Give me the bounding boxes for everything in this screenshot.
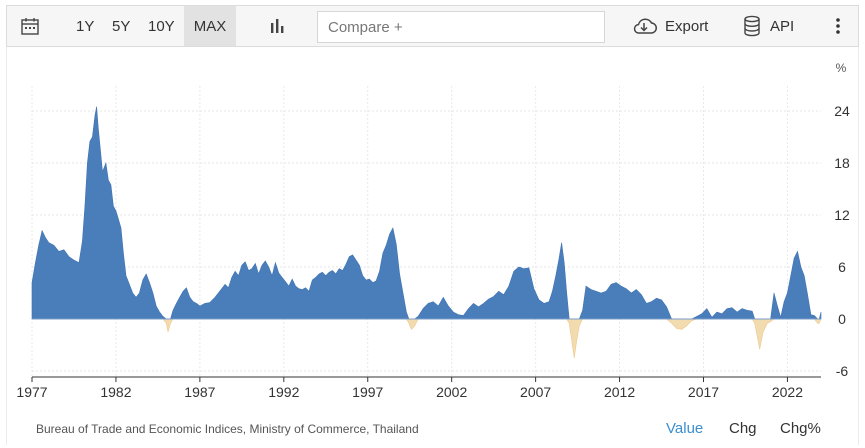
- range-5y-button[interactable]: 5Y: [112, 17, 131, 35]
- x-tick-label: 1982: [100, 384, 131, 400]
- positive-area: [31, 106, 822, 320]
- inflation-chart: 24 18 12 6 0 -6 1977 1982 1987 1992 1997 2002 2007 2…: [16, 61, 850, 400]
- negative-area: [32, 318, 822, 359]
- chart-series: [31, 106, 822, 359]
- y-axis-unit-label: %: [836, 61, 847, 75]
- y-tick-label: 24: [834, 103, 850, 119]
- y-tick-label: -6: [836, 363, 849, 379]
- cloud-download-icon: [633, 18, 657, 34]
- chart-type-button[interactable]: [265, 6, 289, 46]
- database-icon: [744, 15, 760, 37]
- x-tick-label: 1977: [16, 384, 47, 400]
- y-tick-label: 12: [834, 207, 850, 223]
- more-options-button[interactable]: [827, 6, 849, 46]
- y-axis: 24 18 12 6 0 -6: [834, 103, 850, 379]
- source-attribution: Bureau of Trade and Economic Indices, Mi…: [36, 422, 419, 436]
- chart-grid: [31, 86, 821, 377]
- view-value-tab[interactable]: Value: [666, 420, 704, 437]
- x-tick-label: 1992: [268, 384, 299, 400]
- range-1y-button[interactable]: 1Y: [76, 17, 95, 35]
- x-tick-label: 1997: [352, 384, 383, 400]
- view-chg-tab[interactable]: Chg: [729, 420, 757, 437]
- compare-input[interactable]: [317, 11, 605, 43]
- y-tick-label: 18: [834, 155, 850, 171]
- range-max-button[interactable]: MAX: [184, 6, 236, 46]
- chart-area: 24 18 12 6 0 -6 1977 1982 1987 1992 1997 2002 2007 2…: [6, 47, 859, 445]
- view-chg-pct-tab[interactable]: Chg%: [780, 420, 821, 437]
- y-tick-label: 0: [838, 311, 846, 327]
- export-label: Export: [665, 17, 709, 35]
- api-label: API: [770, 17, 795, 35]
- calendar-button[interactable]: [17, 6, 43, 46]
- more-vertical-icon: [836, 18, 840, 34]
- x-axis: 1977 1982 1987 1992 1997 2002 2007 2012 2017 2022: [16, 376, 821, 400]
- x-tick-label: 2007: [520, 384, 551, 400]
- api-button[interactable]: API: [743, 6, 794, 46]
- y-tick-label: 6: [838, 259, 846, 275]
- x-tick-label: 1987: [184, 384, 215, 400]
- x-tick-label: 2017: [688, 384, 719, 400]
- range-10y-button[interactable]: 10Y: [148, 17, 175, 35]
- bar-chart-icon: [271, 19, 284, 33]
- calendar-icon: [21, 18, 39, 35]
- chart-toolbar: 1Y 5Y 10Y MAX Export API: [6, 5, 859, 47]
- x-tick-label: 2012: [604, 384, 635, 400]
- export-button[interactable]: Export: [631, 6, 708, 46]
- x-tick-label: 2022: [772, 384, 803, 400]
- x-tick-label: 2002: [436, 384, 467, 400]
